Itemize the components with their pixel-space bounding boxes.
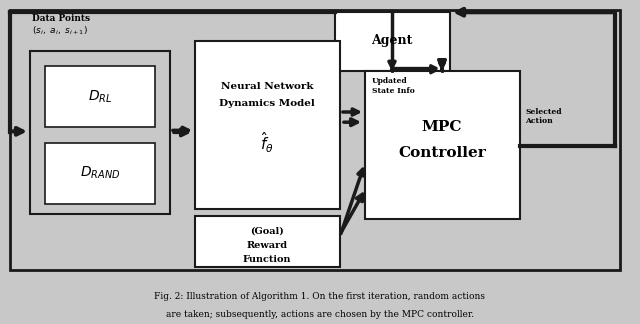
Text: Function: Function xyxy=(243,255,291,264)
Text: Fig. 2: Illustration of Algorithm 1. On the first iteration, random actions: Fig. 2: Illustration of Algorithm 1. On … xyxy=(154,292,486,301)
Text: Action: Action xyxy=(525,117,553,125)
Text: are taken; subsequently, actions are chosen by the MPC controller.: are taken; subsequently, actions are cho… xyxy=(166,310,474,319)
Text: State Info: State Info xyxy=(372,87,415,95)
Text: $D_{RL}$: $D_{RL}$ xyxy=(88,88,112,105)
Text: Agent: Agent xyxy=(371,34,413,47)
Bar xyxy=(335,12,450,71)
Text: Updated: Updated xyxy=(372,77,408,86)
Bar xyxy=(195,41,340,209)
Text: Data Points: Data Points xyxy=(32,14,90,23)
Text: $D_{RAND}$: $D_{RAND}$ xyxy=(80,165,120,181)
Text: Selected: Selected xyxy=(525,108,562,116)
Text: $(s_i,\ a_i,\ s_{i+1})$: $(s_i,\ a_i,\ s_{i+1})$ xyxy=(32,24,88,37)
Text: (Goal): (Goal) xyxy=(250,227,284,236)
Bar xyxy=(195,216,340,267)
Bar xyxy=(45,66,155,127)
Text: $\hat{f}_{\theta}$: $\hat{f}_{\theta}$ xyxy=(260,130,274,155)
Text: Reward: Reward xyxy=(246,241,287,250)
Text: Neural Network: Neural Network xyxy=(221,82,313,91)
Text: MPC: MPC xyxy=(422,120,462,134)
Text: Controller: Controller xyxy=(398,146,486,160)
Text: Dynamics Model: Dynamics Model xyxy=(219,99,315,108)
Bar xyxy=(30,51,170,214)
Bar xyxy=(45,143,155,204)
Bar xyxy=(365,71,520,219)
